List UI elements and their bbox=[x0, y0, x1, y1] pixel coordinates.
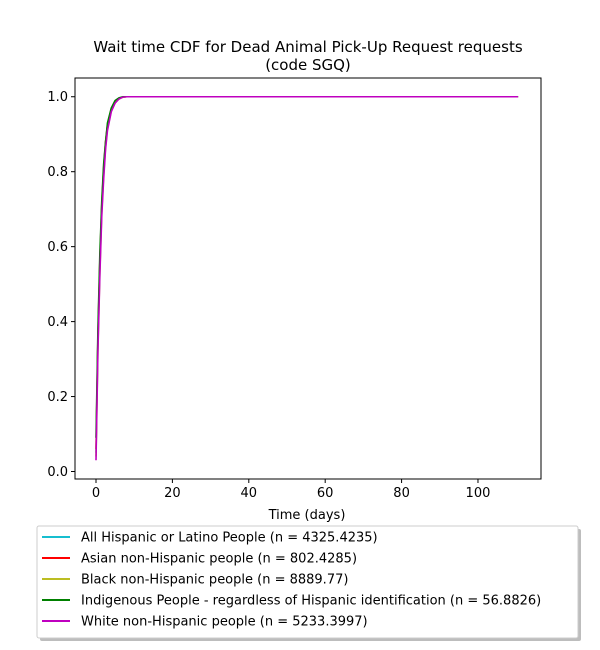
x-tick-label-4: 80 bbox=[393, 486, 410, 501]
axes-frame bbox=[74, 77, 542, 480]
y-tick-label-1: 0.2 bbox=[47, 390, 68, 405]
legend-entry-5: White non-Hispanic people (n = 5233.3997… bbox=[81, 615, 368, 630]
chart-title-line2: (code SGQ) bbox=[265, 56, 351, 74]
legend-box bbox=[36, 525, 579, 639]
y-tick-label-3: 0.6 bbox=[47, 240, 68, 255]
y-tick-label-0: 0.0 bbox=[47, 465, 68, 480]
y-tick-label-4: 0.8 bbox=[47, 165, 68, 180]
y-tick-label-5: 1.0 bbox=[47, 90, 68, 105]
series-line-5 bbox=[95, 95, 519, 461]
legend-entry-4: Indigenous People - regardless of Hispan… bbox=[81, 594, 541, 609]
x-tick-label-5: 100 bbox=[466, 486, 491, 501]
plot-area: 0 20 40 60 80 100 0.0 0.2 0.4 0.6 0.8 1.0 bbox=[47, 77, 542, 501]
x-tick-label-1: 20 bbox=[164, 486, 181, 501]
y-tick-label-2: 0.4 bbox=[47, 315, 68, 330]
legend: All Hispanic or Latino People (n = 4325.… bbox=[36, 525, 581, 641]
chart-title-line1: Wait time CDF for Dead Animal Pick-Up Re… bbox=[93, 38, 523, 56]
legend-entry-2: Asian non-Hispanic people (n = 802.4285) bbox=[81, 552, 357, 567]
x-tick-label-2: 40 bbox=[241, 486, 258, 501]
x-axis-label: Time (days) bbox=[268, 508, 346, 523]
legend-entry-1: All Hispanic or Latino People (n = 4325.… bbox=[81, 531, 378, 546]
x-tick-label-3: 60 bbox=[317, 486, 334, 501]
legend-entry-3: Black non-Hispanic people (n = 8889.77) bbox=[81, 573, 348, 588]
x-tick-label-0: 0 bbox=[92, 486, 100, 501]
